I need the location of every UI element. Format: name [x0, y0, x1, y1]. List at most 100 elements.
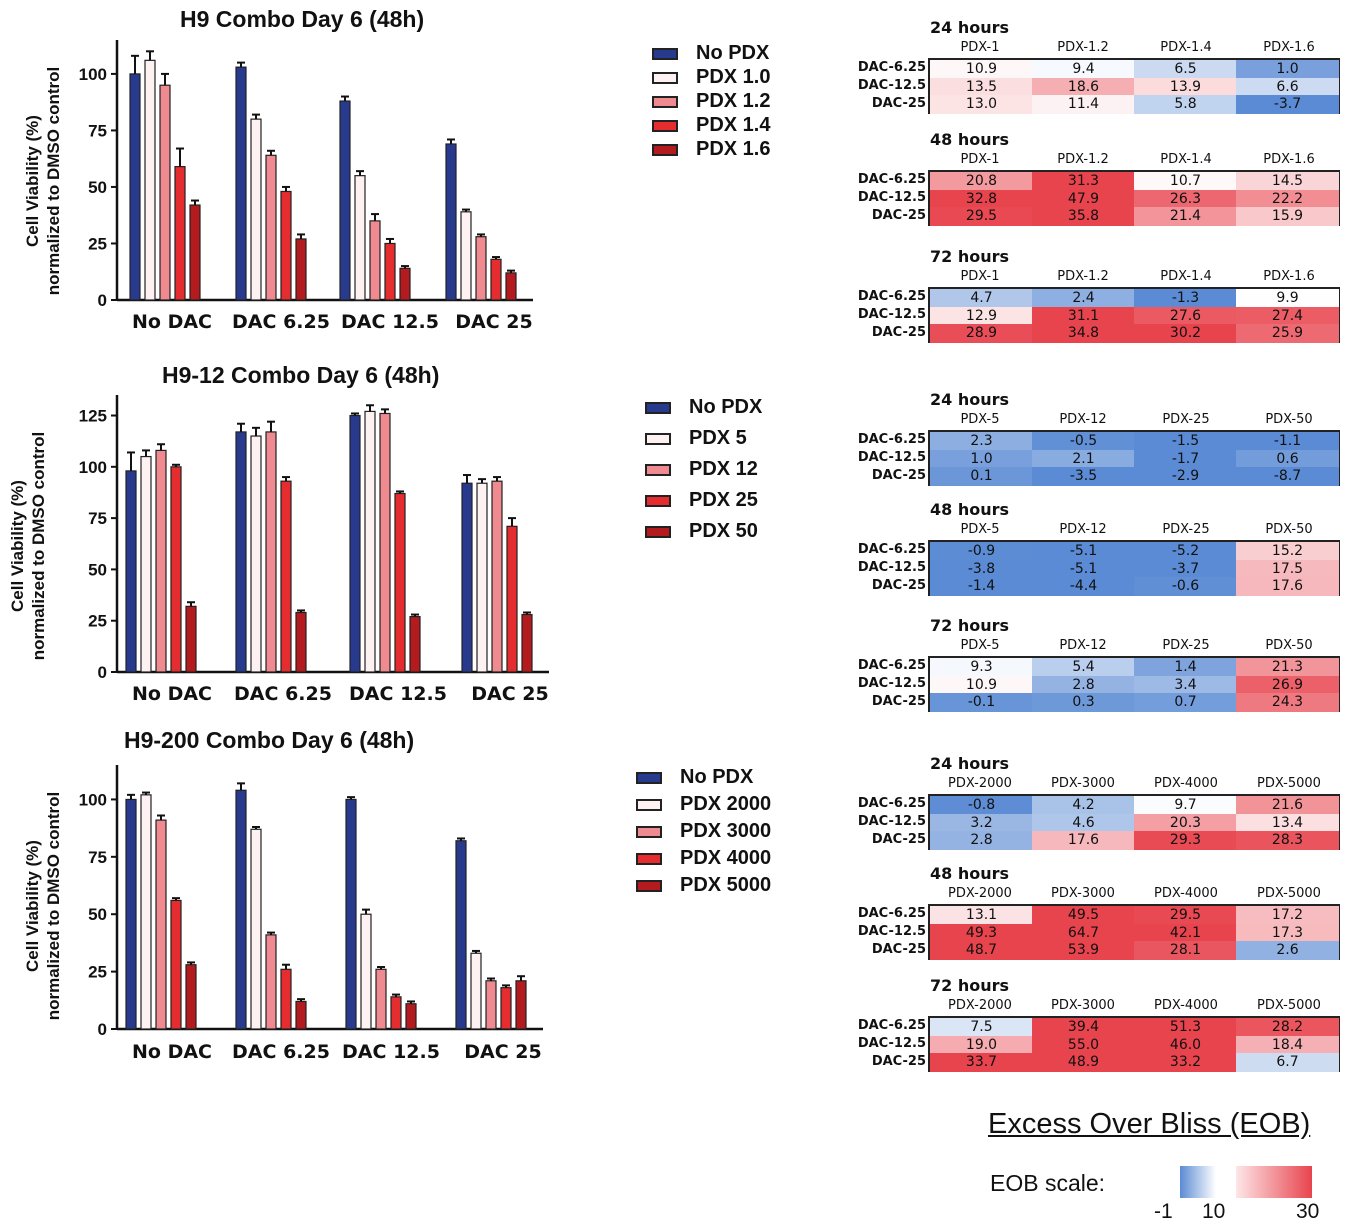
heatmap-column-header: PDX-1: [960, 152, 1000, 167]
bar: [235, 66, 247, 301]
bar: [189, 204, 201, 301]
bar: [170, 899, 182, 1030]
heatmap-cell: 31.3: [1032, 172, 1135, 191]
heatmap-column-header: PDX-50: [1265, 638, 1313, 653]
heatmap-column-header: PDX-5000: [1257, 776, 1321, 791]
heatmap-cell: 10.9: [930, 675, 1033, 695]
heatmap-block: 48 hours PDX-2000 PDX-3000 PDX-4000 PDX-5000…: [838, 864, 1342, 962]
y-tick-label: 0: [98, 1020, 107, 1039]
heatmap-block: 24 hours PDX-1 PDX-1.2 PDX-1.4 PDX-1.6 DAC-6.…: [838, 18, 1342, 116]
legend-swatch: [636, 826, 662, 838]
bar: [345, 798, 357, 1030]
heatmap-block: 72 hours PDX-2000 PDX-3000 PDX-4000 PDX-5000…: [838, 976, 1342, 1074]
heatmap-cell: -0.8: [930, 796, 1033, 815]
legend-swatch: [636, 772, 662, 784]
legend-label: PDX 4000: [680, 847, 772, 869]
heatmap-cell: 48.7: [930, 941, 1033, 960]
heatmap-row-label: DAC-25: [871, 96, 926, 111]
heatmap-grid: 9.3 5.4 1.4 21.3 10.9 2.8 3.4 26.9 -0.1 0.3 0.7 24.…: [928, 656, 1340, 712]
chart-title: H9 Combo Day 6 (48h): [180, 6, 425, 32]
heatmap-cell: 15.2: [1236, 542, 1339, 561]
heatmap-row-label: DAC-6.25: [857, 542, 926, 557]
heatmap-column-header: PDX-4000: [1154, 886, 1218, 901]
x-category-label: DAC 25: [471, 683, 548, 705]
heatmap-column-header: PDX-1.4: [1160, 152, 1212, 167]
heatmap-row-label: DAC-25: [871, 694, 926, 709]
bar: [394, 492, 406, 673]
heatmap-row-label: DAC-12.5: [857, 190, 926, 205]
heatmap-cell: -0.1: [930, 693, 1033, 712]
heatmap-block: 48 hours PDX-1 PDX-1.2 PDX-1.4 PDX-1.6 DAC-6.…: [838, 130, 1342, 228]
bar: [379, 412, 391, 673]
heatmap-row-label: DAC-6.25: [857, 796, 926, 811]
bar: [360, 913, 372, 1030]
heatmap-cell: 29.3: [1134, 831, 1237, 850]
bar: [265, 154, 277, 301]
heatmap-cell: 9.7: [1134, 796, 1237, 815]
heatmap-cell: 26.3: [1134, 189, 1237, 209]
legend-label: No PDX: [680, 766, 754, 788]
heatmap-cell: 12.9: [930, 306, 1033, 326]
bar: [159, 84, 171, 301]
heatmap-cell: 2.8: [930, 831, 1033, 850]
heatmap-time-label: 72 hours: [930, 247, 1010, 266]
heatmap-cell: 21.3: [1236, 658, 1339, 677]
bar: [515, 980, 527, 1030]
heatmap-row-label: DAC-25: [871, 1054, 926, 1069]
heatmap-column-header: PDX-1.2: [1057, 269, 1109, 284]
heatmap-cell: 32.8: [930, 189, 1033, 209]
x-category-label: DAC 6.25: [232, 1041, 330, 1063]
legend-swatch: [645, 495, 671, 507]
heatmap-cell: 11.4: [1032, 95, 1135, 114]
heatmap-cell: 26.9: [1236, 675, 1339, 695]
heatmap-cell: 2.3: [930, 432, 1033, 451]
heatmap-cell: 10.7: [1134, 172, 1237, 191]
bar: [445, 143, 457, 301]
heatmap-column-header: PDX-12: [1059, 412, 1107, 427]
heatmap-cell: 18.4: [1236, 1035, 1339, 1055]
heatmap-grid: 7.5 39.4 51.3 28.2 19.0 55.0 46.0 18.4 33.7 48.9 3…: [928, 1016, 1340, 1072]
heatmap-cell: -1.3: [1134, 289, 1237, 308]
heatmap-cell: 2.6: [1236, 941, 1339, 960]
heatmap-cell: 2.1: [1032, 449, 1135, 469]
heatmap-grid: 10.9 9.4 6.5 1.0 13.5 18.6 13.9 6.6 13.0 11.4 5.8-…: [928, 58, 1340, 114]
heatmap-column-header: PDX-5: [960, 412, 1000, 427]
bar: [125, 470, 137, 673]
heatmap-cell: 13.1: [930, 906, 1033, 925]
legend-label: PDX 5000: [680, 874, 772, 896]
heatmap-row-label: DAC-25: [871, 208, 926, 223]
heatmap-cell: 28.9: [930, 324, 1033, 343]
bar: [369, 220, 381, 301]
legend-label: PDX 1.0: [696, 66, 771, 88]
y-tick-label: 100: [79, 790, 107, 809]
heatmap-row-label: DAC-12.5: [857, 560, 926, 575]
heatmap-row-label: DAC-6.25: [857, 60, 926, 75]
heatmap-cell: 47.9: [1032, 189, 1135, 209]
heatmap-column-header: PDX-25: [1162, 522, 1210, 537]
heatmap-grid: 2.3 -0.5 -1.5 -1.1 1.0 2.1 -1.7 0.6 0.1 -3.5 -2.9-…: [928, 430, 1340, 486]
heatmap-row-label: DAC-6.25: [857, 906, 926, 921]
heatmap-column-header: PDX-1.4: [1160, 40, 1212, 55]
chart-title: H9-12 Combo Day 6 (48h): [162, 362, 440, 388]
y-tick-label: 100: [79, 65, 107, 84]
heatmap-column-header: PDX-1.6: [1263, 40, 1315, 55]
x-category-label: DAC 6.25: [232, 311, 330, 333]
heatmap-cell: 35.8: [1032, 207, 1135, 226]
heatmap-time-label: 48 hours: [930, 130, 1010, 149]
heatmap-grid: -0.8 4.2 9.7 21.6 3.2 4.6 20.3 13.4 2.8 17.6 29.3 2…: [928, 794, 1340, 850]
bar: [476, 482, 488, 673]
heatmap-cell: 28.3: [1236, 831, 1339, 850]
heatmap-row-label: DAC-12.5: [857, 924, 926, 939]
heatmap-row-label: DAC-12.5: [857, 676, 926, 691]
heatmap-cell: 49.5: [1032, 906, 1135, 925]
heatmap-column-header: PDX-1: [960, 40, 1000, 55]
heatmap-cell: 13.9: [1134, 77, 1237, 97]
eob-scale-tick: 30: [1296, 1200, 1320, 1223]
heatmap-cell: -0.5: [1032, 432, 1135, 451]
heatmap-cell: 0.3: [1032, 693, 1135, 712]
x-category-label: No DAC: [132, 1041, 212, 1063]
heatmap-cell: 0.6: [1236, 449, 1339, 469]
bar: [250, 435, 262, 673]
heatmap-cell: 6.5: [1134, 60, 1237, 79]
heatmap-column-header: PDX-2000: [948, 998, 1012, 1013]
